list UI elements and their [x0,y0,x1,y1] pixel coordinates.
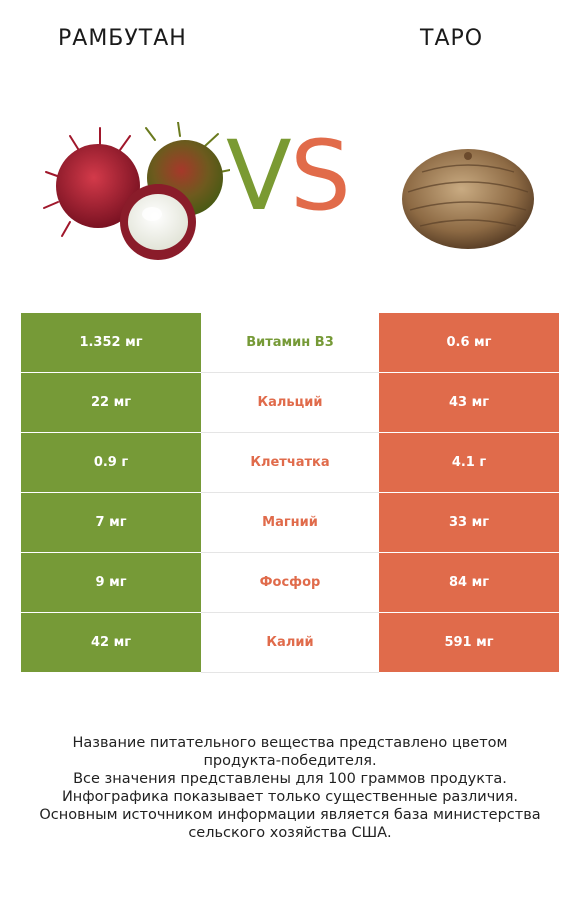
right-food-title: ТАРО [420,26,484,51]
footnote: Название питательного вещества представл… [10,734,570,842]
nutrient-name: Витамин B3 [201,313,379,373]
left-value: 1.352 мг [21,313,201,373]
nutrient-name: Калий [201,613,379,673]
right-value: 84 мг [379,553,559,613]
rambutan-image [43,122,230,260]
nutrient-name: Фосфор [201,553,379,613]
vs-letter-s: S [290,120,351,232]
nutrient-name: Клетчатка [201,433,379,493]
right-value: 43 мг [379,373,559,433]
footnote-line: Инфографика показывает только существенн… [61,789,519,805]
footnote-line: Название питательного вещества представл… [72,735,508,751]
left-value: 7 мг [21,493,201,553]
left-value: 22 мг [21,373,201,433]
table-row: 0.9 г Клетчатка 4.1 г [21,433,559,493]
right-value: 33 мг [379,493,559,553]
right-value: 4.1 г [379,433,559,493]
footnote-line: Все значения представлены для 100 граммо… [73,771,507,787]
right-value: 0.6 мг [379,313,559,373]
left-value: 9 мг [21,553,201,613]
left-value: 0.9 г [21,433,201,493]
nutrient-name: Кальций [201,373,379,433]
table-row: 9 мг Фосфор 84 мг [21,553,559,613]
footnote-line: Основным источником информации является … [39,807,541,823]
vs-letter-v: V [226,120,292,232]
nutrient-name: Магний [201,493,379,553]
table-row: 22 мг Кальций 43 мг [21,373,559,433]
left-value: 42 мг [21,613,201,673]
comparison-table: 1.352 мг Витамин B3 0.6 мг 22 мг Кальций… [21,313,559,673]
footnote-line: сельского хозяйства США. [188,825,392,841]
table-row: 7 мг Магний 33 мг [21,493,559,553]
taro-image [402,149,534,249]
right-value: 591 мг [379,613,559,673]
footnote-line: продукта-победителя. [203,753,377,769]
table-row: 1.352 мг Витамин B3 0.6 мг [21,313,559,373]
table-row: 42 мг Калий 591 мг [21,613,559,673]
left-food-title: РАМБУТАН [58,26,187,51]
